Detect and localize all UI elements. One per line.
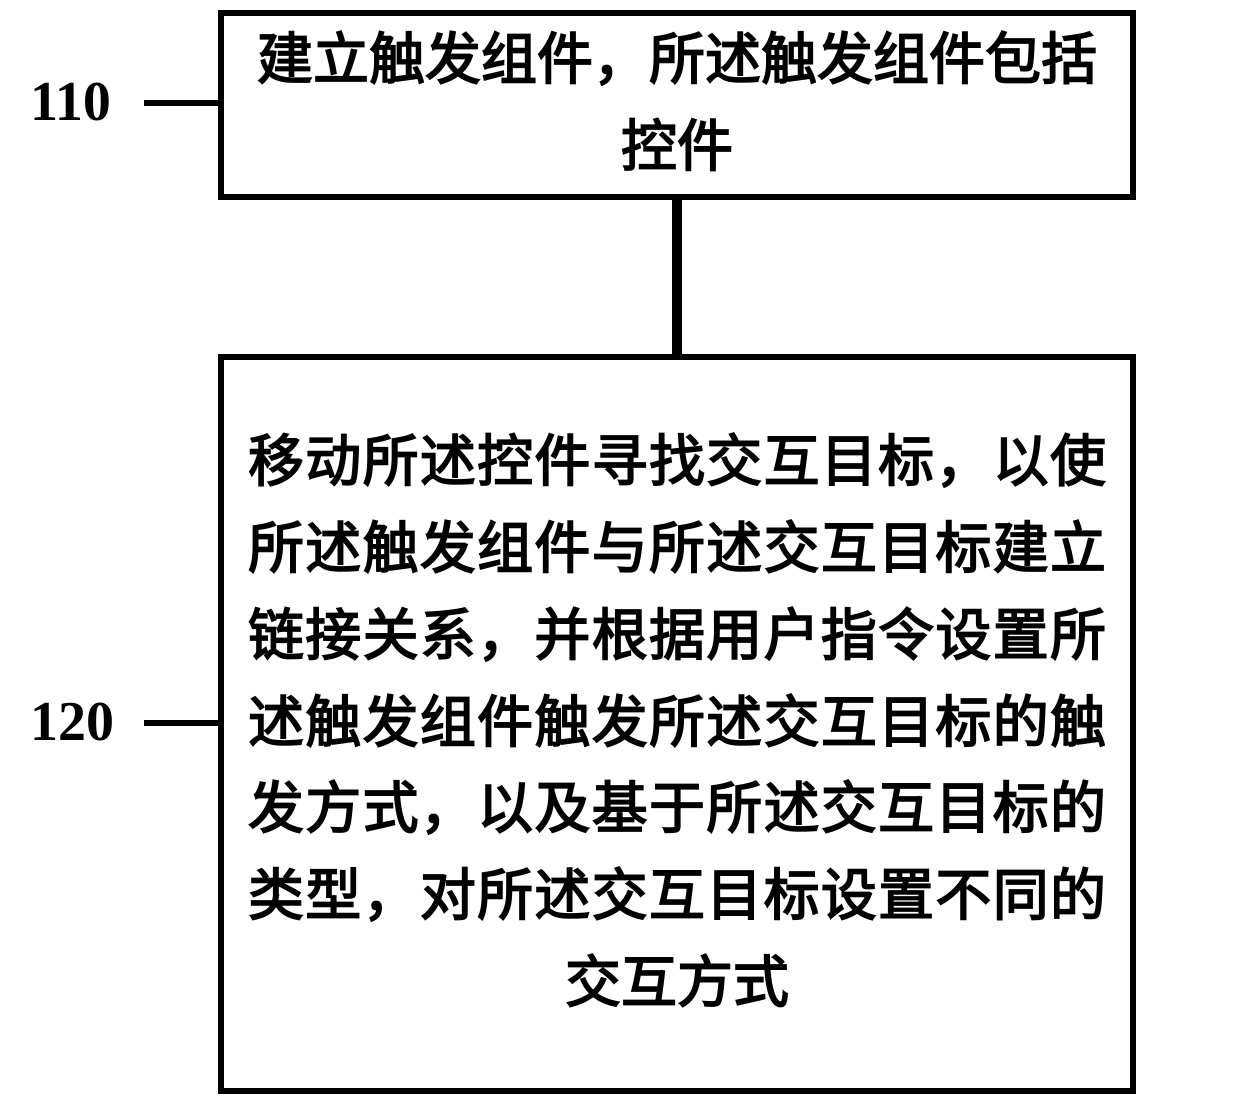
node-label-120: 120 (30, 690, 114, 754)
flowchart-node: 移动所述控件寻找交互目标，以使所述触发组件与所述交互目标建立链接关系，并根据用户… (218, 354, 1136, 1094)
flowchart-canvas: 110 建立触发组件，所述触发组件包括控件 120 移动所述控件寻找交互目标，以… (0, 0, 1240, 1104)
leader-line (144, 100, 218, 106)
leader-line (144, 720, 218, 726)
node-text: 建立触发组件，所述触发组件包括控件 (248, 18, 1106, 192)
flowchart-node: 建立触发组件，所述触发组件包括控件 (218, 10, 1136, 200)
node-label-110: 110 (30, 70, 111, 134)
node-text: 移动所述控件寻找交互目标，以使所述触发组件与所述交互目标建立链接关系，并根据用户… (248, 420, 1106, 1028)
flowchart-edge (672, 200, 682, 354)
